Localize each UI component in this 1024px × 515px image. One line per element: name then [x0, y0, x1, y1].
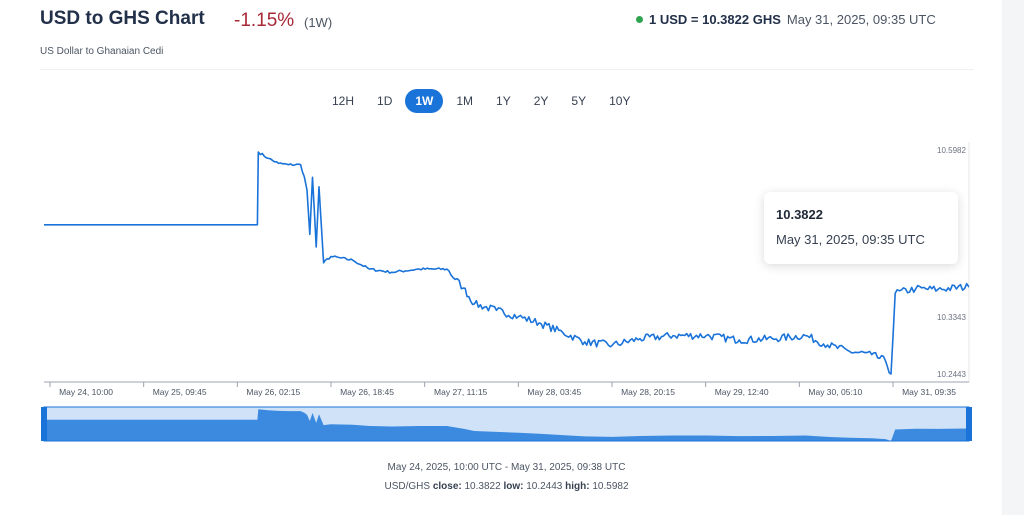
live-rate: 1 USD = 10.3822 GHS May 31, 2025, 09:35 U… [636, 12, 936, 27]
date-range-text: May 24, 2025, 10:00 UTC - May 31, 2025, … [387, 462, 626, 473]
x-tick-label: May 24, 10:00 [59, 387, 113, 397]
high-label: high: [565, 481, 590, 492]
high-value: 10.5982 [592, 481, 629, 492]
x-tick-label: May 31, 09:35 [902, 387, 956, 397]
tab-5y[interactable]: 5Y [571, 94, 587, 108]
navigator-handle-left[interactable] [41, 407, 47, 441]
rate-time: May 31, 2025, 09:35 UTC [786, 12, 936, 27]
header-divider [40, 69, 974, 70]
tab-10y[interactable]: 10Y [609, 94, 631, 108]
close-label: close: [432, 481, 462, 492]
tab-12h[interactable]: 12H [332, 94, 355, 108]
navigator-handle-right[interactable] [966, 407, 972, 441]
tab-1y[interactable]: 1Y [496, 94, 511, 108]
low-label: low: [503, 481, 524, 492]
y-tick-label: 10.2443 [937, 370, 966, 379]
tab-2y[interactable]: 2Y [533, 94, 549, 108]
tab-1m[interactable]: 1M [456, 94, 474, 108]
ohlc-summary: USD/GHS close: 10.3822 low: 10.2443 high… [0, 481, 1013, 492]
y-tick-label: 10.5982 [937, 146, 966, 155]
series-line [44, 151, 970, 375]
change-percent: -1.15% [234, 10, 295, 31]
low-value: 10.2443 [526, 481, 563, 492]
navigator-area [44, 409, 969, 441]
x-tick-label: May 26, 18:45 [340, 387, 394, 397]
page-title: USD to GHS Chart [40, 8, 205, 29]
page-subtitle: US Dollar to Ghanaian Cedi [40, 46, 164, 57]
change-period: (1W) [304, 15, 333, 30]
range-tabs: 12H 1D 1W 1M 1Y 2Y 5Y 10Y [322, 89, 643, 115]
y-tick-label: 10.3343 [937, 313, 966, 322]
x-tick-label: May 28, 20:15 [621, 387, 675, 397]
x-tick-label: May 28, 03:45 [527, 387, 581, 397]
price-chart[interactable]: 10.5982 10.3343 10.2443 May 24, 10:00 May 25… [0, 130, 1000, 450]
x-tick-label: May 29, 12:40 [715, 387, 769, 397]
x-tick-label: May 26, 02:15 [246, 387, 300, 397]
chart-tooltip: 10.3822 May 31, 2025, 09:35 UTC [764, 192, 958, 264]
tab-1w[interactable]: 1W [405, 89, 444, 113]
tooltip-time: May 31, 2025, 09:35 UTC [776, 232, 925, 247]
live-dot-icon [636, 16, 643, 23]
close-value: 10.3822 [464, 481, 501, 492]
pair-label: USD/GHS [384, 481, 431, 492]
right-scroll-strip [1002, 0, 1024, 515]
x-tick-label: May 30, 05:10 [808, 387, 862, 397]
tooltip-value: 10.3822 [776, 207, 823, 222]
x-tick-label: May 27, 11:15 [434, 387, 488, 397]
tab-1d[interactable]: 1D [377, 94, 393, 108]
x-tick-label: May 25, 09:45 [153, 387, 207, 397]
rate-text: 1 USD = 10.3822 GHS [649, 12, 781, 27]
